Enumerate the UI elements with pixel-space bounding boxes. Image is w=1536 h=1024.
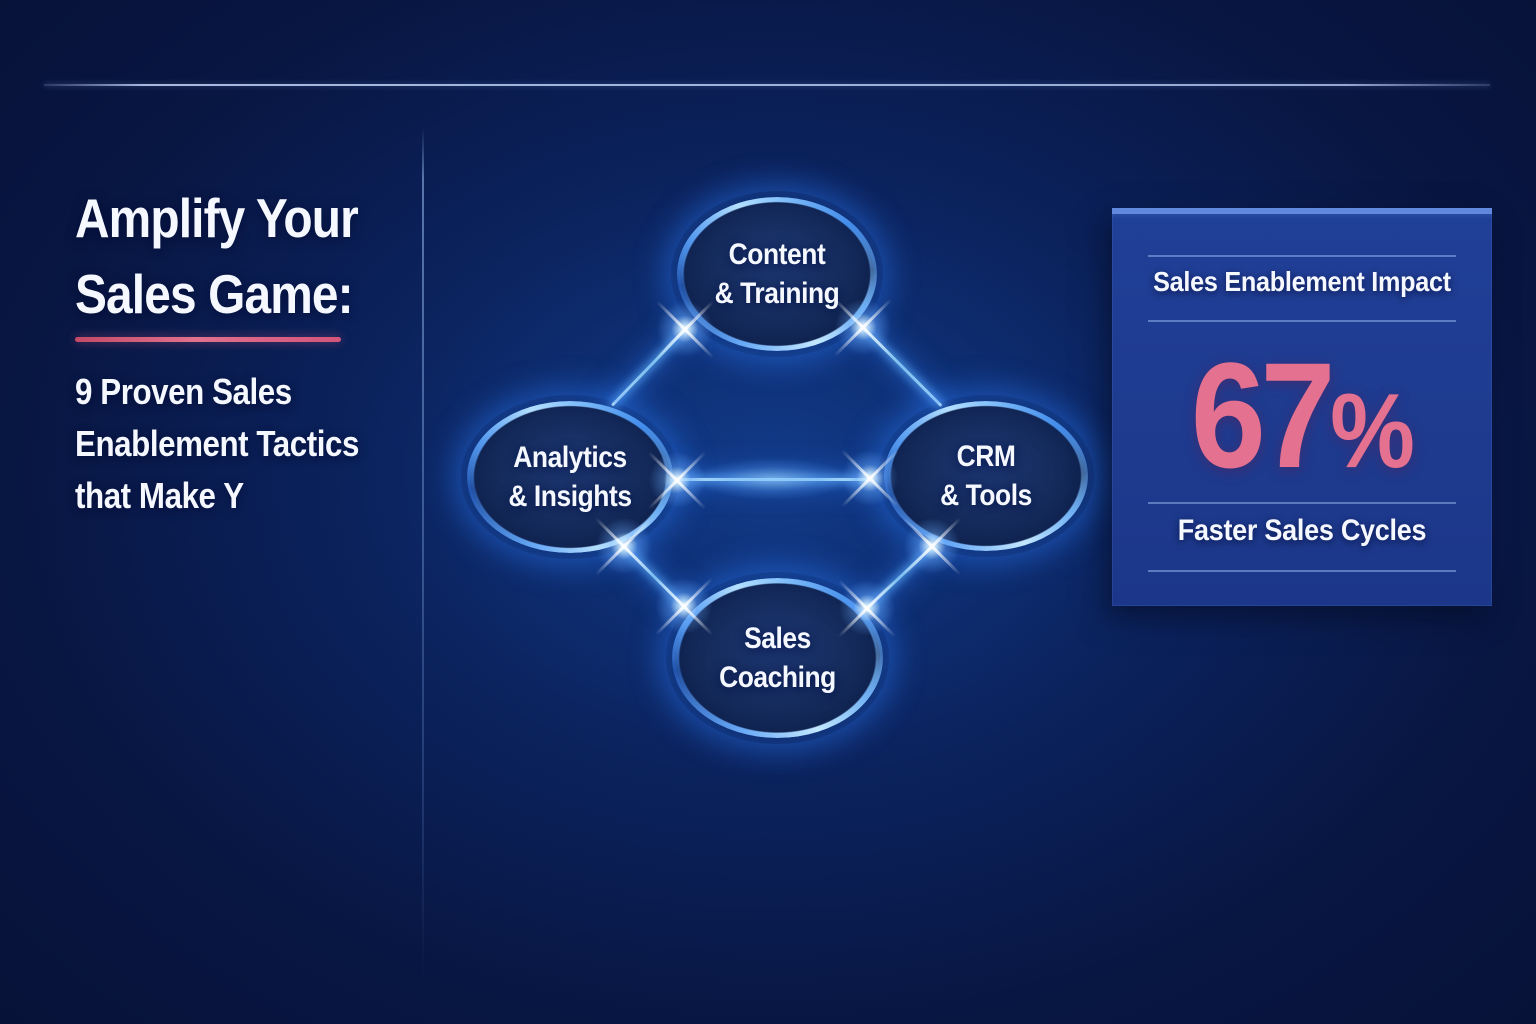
stat-value: 67 <box>1190 331 1336 499</box>
connector-content-analytics <box>610 327 688 407</box>
node-label: Sales Coaching <box>685 578 871 738</box>
title-underline-accent <box>75 337 341 342</box>
subtitle-line2: Enablement Tactics <box>75 423 360 464</box>
stat-caption: Faster Sales Cycles <box>1177 514 1427 547</box>
node-label-line2: Coaching <box>719 661 836 694</box>
stat-heading: Sales Enablement Impact <box>1153 266 1451 297</box>
node-label-line1: Content <box>728 238 826 271</box>
subtitle-line1: 9 Proven Sales <box>75 371 292 412</box>
node-label: Analytics & Insights <box>479 401 660 553</box>
node-label-line2: & Training <box>714 277 840 310</box>
stat-value-suffix: % <box>1330 372 1415 490</box>
stat-value-row: 67% <box>1131 340 1473 490</box>
node-analytics-insights: Analytics & Insights <box>467 401 673 553</box>
stat-card-top-strip <box>1112 208 1492 214</box>
node-label: CRM & Tools <box>896 401 1076 551</box>
node-label-line1: CRM <box>956 440 1016 473</box>
subtitle-line3: that Make Y <box>75 475 244 516</box>
title-section: Amplify Your Sales Game: <box>75 180 400 332</box>
page-title-line1: Amplify Your <box>75 187 359 249</box>
node-label-line2: & Tools <box>940 479 1032 512</box>
stat-rule <box>1148 320 1456 322</box>
node-label-line1: Analytics <box>513 441 627 474</box>
top-divider-line <box>44 84 1490 86</box>
node-label-line1: Sales <box>744 622 811 655</box>
stat-card: Sales Enablement Impact 67% Faster Sales… <box>1112 208 1492 606</box>
node-content-training: Content & Training <box>677 197 877 351</box>
vertical-divider-line <box>422 128 424 978</box>
node-sales-coaching: Sales Coaching <box>672 578 883 738</box>
subtitle-section: 9 Proven Sales Enablement Tactics that M… <box>75 366 401 522</box>
node-crm-tools: CRM & Tools <box>884 401 1088 551</box>
stat-rule <box>1148 502 1456 504</box>
node-label-line2: & Insights <box>508 480 632 513</box>
connector-analytics-crm <box>677 478 871 481</box>
stat-rule <box>1148 255 1456 257</box>
page-title-line2: Sales Game: <box>75 263 354 325</box>
node-label: Content & Training <box>689 197 865 351</box>
stat-rule <box>1148 570 1456 572</box>
